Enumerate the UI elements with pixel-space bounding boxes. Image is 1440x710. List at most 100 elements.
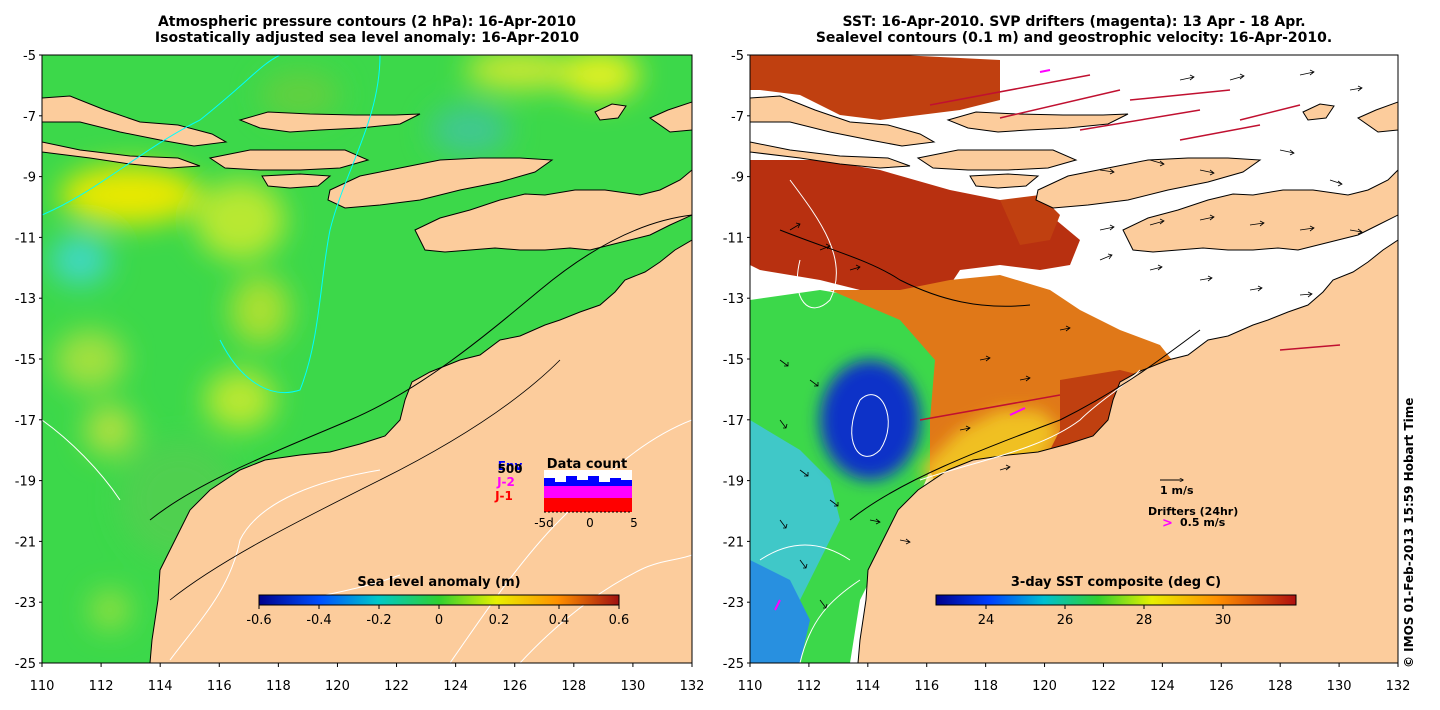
right-x-tick-label: 128 [1268, 679, 1293, 694]
left-x-tick-label: 126 [502, 679, 527, 694]
left-y-tick-label: -13 [15, 292, 36, 307]
left-y-tick-label: -21 [15, 535, 36, 550]
inset-legend-env: Env [498, 459, 523, 473]
sst-cold-eddy [820, 360, 920, 480]
inset-tick-minus5d: -5d [534, 516, 554, 530]
right-y-tick-label: -7 [731, 110, 744, 125]
sla-colorbar: Sea level anomaly (m) -0.6 -0.4 -0.2 0 0… [246, 575, 629, 628]
sla-colorbar-label: Sea level anomaly (m) [357, 575, 520, 590]
left-y-tick-label: -7 [23, 110, 36, 125]
sst-tick: 28 [1136, 613, 1153, 628]
sst-tick: 30 [1215, 613, 1232, 628]
drifter-speed-label: 0.5 m/s [1180, 516, 1226, 529]
sla-tick: 0.2 [489, 613, 510, 628]
left-map [42, 55, 692, 663]
drifter-chevron-icon: > [1162, 516, 1173, 531]
sla-tick: 0 [435, 613, 443, 628]
svp-drifters [774, 69, 1051, 611]
sst-colorbar-label: 3-day SST composite (deg C) [1011, 575, 1221, 590]
right-land [750, 95, 1398, 663]
left-y-tick-label: -17 [15, 414, 36, 429]
inset-legend-j2: J-2 [496, 475, 515, 489]
left-contours [42, 55, 692, 663]
velocity-scale-legend: 1 m/s Drifters (24hr) > 0.5 m/s [1148, 480, 1238, 531]
right-y-tick-label: -11 [723, 231, 744, 246]
right-y-tick-label: -25 [723, 657, 744, 672]
drifter-tracks [919, 74, 1341, 421]
sst-tick: 26 [1057, 613, 1074, 628]
left-x-tick-label: 128 [561, 679, 586, 694]
right-x-tick-label: 130 [1327, 679, 1352, 694]
velocity-arrows [779, 69, 1363, 609]
inset-title: Data count [547, 457, 627, 472]
right-y-tick-label: -17 [723, 414, 744, 429]
left-title-line2: Isostatically adjusted sea level anomaly… [154, 30, 580, 46]
right-map [750, 55, 1398, 663]
sst-colorbar-gradient [935, 594, 1297, 606]
drifters-label: Drifters (24hr) [1148, 505, 1238, 518]
sst-warm-patch [1000, 195, 1060, 245]
sst-colorbar: 3-day SST composite (deg C) 24 26 28 30 [935, 575, 1297, 628]
sla-tick: -0.4 [306, 613, 331, 628]
sst-warm-band [750, 160, 1080, 300]
left-y-tick-label: -15 [15, 353, 36, 368]
sst-tick: 24 [978, 613, 995, 628]
sla-tick: -0.2 [366, 613, 391, 628]
black-contours [779, 229, 1201, 521]
left-y-tick-label: -9 [23, 171, 36, 186]
right-x-tick-label: 122 [1091, 679, 1116, 694]
sla-tick: -0.6 [246, 613, 271, 628]
inset-tick-0: 0 [586, 516, 594, 530]
right-x-tick-label: 110 [738, 679, 763, 694]
left-x-tick-label: 112 [89, 679, 114, 694]
sla-anomaly-blobs [50, 55, 640, 630]
sla-tick: 0.4 [549, 613, 570, 628]
right-x-tick-label: 126 [1209, 679, 1234, 694]
right-x-tick-label: 116 [914, 679, 939, 694]
sla-colorbar-gradient [258, 594, 620, 606]
imos-credit: © IMOS 01-Feb-2013 15:59 Hobart Time [1402, 397, 1416, 668]
inset-legend-500: 500 [497, 462, 522, 476]
right-x-tick-label: 118 [973, 679, 998, 694]
right-map-title: SST: 16-Apr-2010. SVP drifters (magenta)… [750, 14, 1398, 46]
right-x-tick-label: 132 [1386, 679, 1411, 694]
left-x-tick-label: 110 [30, 679, 55, 694]
left-map-title: Atmospheric pressure contours (2 hPa): 1… [42, 14, 692, 46]
right-x-tick-label: 112 [796, 679, 821, 694]
left-x-tick-label: 122 [384, 679, 409, 694]
left-title-line1: Atmospheric pressure contours (2 hPa): 1… [157, 14, 577, 30]
inset-bars [544, 476, 632, 512]
right-title-line2: Sealevel contours (0.1 m) and geostrophi… [815, 30, 1333, 46]
axis-labels: 110 112 114 116 118 120 122 124 126 128 130 132 -5 -7… [15, 49, 1411, 694]
left-y-tick-label: -25 [15, 657, 36, 672]
data-count-inset: Data count Env 500 J-2 J-1 -5d 0 5 [494, 457, 638, 530]
left-y-tick-label: -19 [15, 475, 36, 490]
right-y-tick-label: -15 [723, 353, 744, 368]
scale-label: 1 m/s [1160, 484, 1194, 497]
left-y-tick-label: -11 [15, 231, 36, 246]
right-x-tick-label: 120 [1032, 679, 1057, 694]
right-y-tick-label: -13 [723, 292, 744, 307]
right-y-tick-label: -21 [723, 535, 744, 550]
right-x-tick-label: 114 [855, 679, 880, 694]
left-x-tick-label: 118 [266, 679, 291, 694]
right-y-tick-label: -23 [723, 596, 744, 611]
left-x-tick-label: 116 [207, 679, 232, 694]
right-y-tick-label: -19 [723, 475, 744, 490]
sealevel-contours [759, 179, 1141, 663]
left-y-tick-label: -5 [23, 49, 36, 64]
right-x-tick-label: 124 [1150, 679, 1175, 694]
sla-tick: 0.6 [609, 613, 630, 628]
inset-legend-j1: J-1 [494, 489, 513, 503]
left-x-tick-label: 124 [443, 679, 468, 694]
left-x-tick-label: 120 [325, 679, 350, 694]
right-y-tick-label: -9 [731, 171, 744, 186]
left-x-tick-label: 132 [680, 679, 705, 694]
left-x-tick-label: 114 [148, 679, 173, 694]
inset-tick-5: 5 [630, 516, 638, 530]
left-x-tick-label: 130 [620, 679, 645, 694]
left-land [42, 95, 692, 663]
right-y-tick-label: -5 [731, 49, 744, 64]
left-y-tick-label: -23 [15, 596, 36, 611]
